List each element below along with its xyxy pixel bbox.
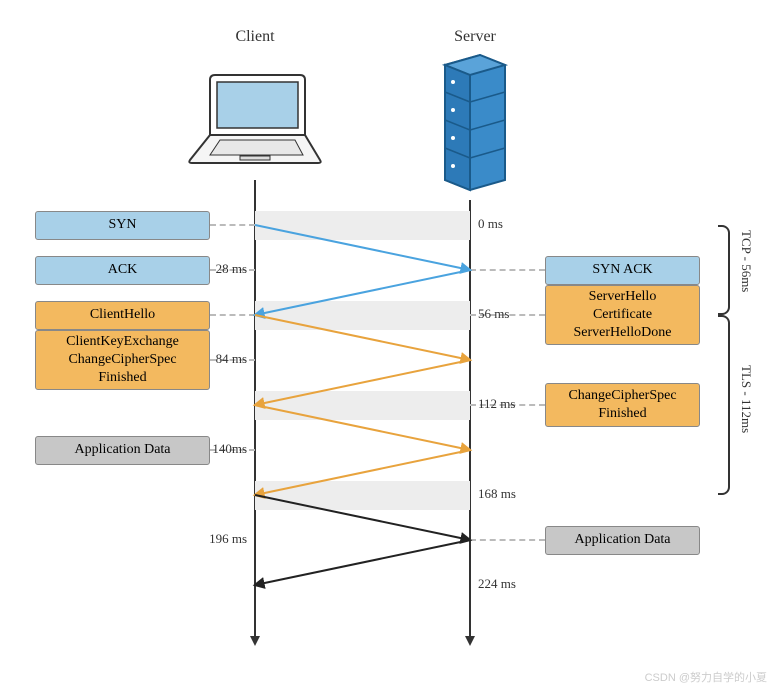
client-message-box: ACK bbox=[35, 256, 210, 285]
client-label: Client bbox=[225, 28, 285, 46]
laptop-icon bbox=[185, 65, 325, 175]
watermark: CSDN @努力自学的小夏 bbox=[645, 669, 767, 685]
dashed-connector bbox=[470, 269, 545, 271]
time-label: 168 ms bbox=[478, 486, 516, 502]
server-icon bbox=[425, 50, 525, 200]
timeline-band bbox=[255, 211, 470, 240]
server-timeline-arrow bbox=[465, 636, 475, 646]
time-label: 112 ms bbox=[478, 396, 515, 412]
phase-bracket bbox=[718, 225, 730, 315]
timeline-band bbox=[255, 391, 470, 420]
time-label: 196 ms bbox=[209, 531, 247, 547]
time-label: 28 ms bbox=[216, 261, 247, 277]
server-message-box: ServerHelloCertificateServerHelloDone bbox=[545, 285, 700, 345]
time-label: 224 ms bbox=[478, 576, 516, 592]
server-label: Server bbox=[445, 28, 505, 46]
client-timeline-arrow bbox=[250, 636, 260, 646]
client-message-box: ClientHello bbox=[35, 301, 210, 330]
dashed-connector bbox=[210, 314, 255, 316]
phase-bracket bbox=[718, 315, 730, 495]
time-label: 56 ms bbox=[478, 306, 509, 322]
server-message-box: Application Data bbox=[545, 526, 700, 555]
phase-bracket-label: TLS - 112ms bbox=[738, 365, 754, 433]
dashed-connector bbox=[470, 539, 545, 541]
timeline-band bbox=[255, 481, 470, 510]
server-message-box: SYN ACK bbox=[545, 256, 700, 285]
phase-bracket-label: TCP - 56ms bbox=[738, 230, 754, 292]
dashed-connector bbox=[210, 224, 255, 226]
time-label: 140ms bbox=[212, 441, 247, 457]
client-message-box: Application Data bbox=[35, 436, 210, 465]
time-label: 84 ms bbox=[216, 351, 247, 367]
message-arrow bbox=[255, 540, 470, 585]
timeline-band bbox=[255, 301, 470, 330]
server-message-box: ChangeCipherSpecFinished bbox=[545, 383, 700, 427]
client-message-box: SYN bbox=[35, 211, 210, 240]
time-label: 0 ms bbox=[478, 216, 503, 232]
client-message-box: ClientKeyExchangeChangeCipherSpecFinishe… bbox=[35, 330, 210, 390]
